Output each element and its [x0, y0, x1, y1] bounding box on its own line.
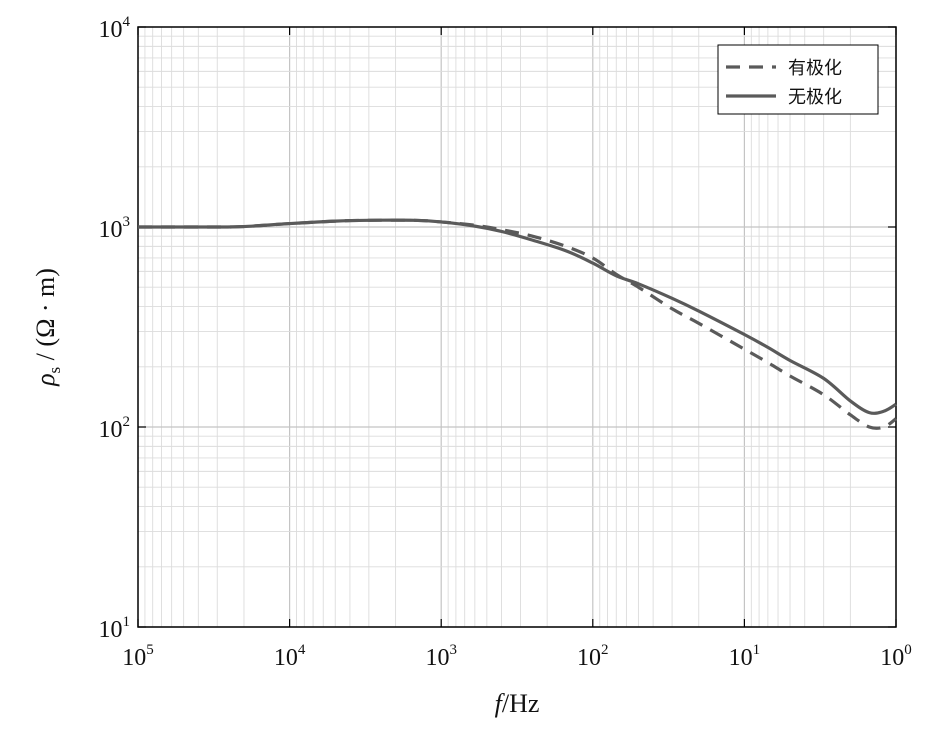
legend-label: 无极化 — [788, 87, 842, 108]
legend-box — [717, 44, 879, 115]
x-tick-label-exponent: 2 — [601, 642, 609, 658]
grid — [138, 27, 897, 628]
legend-label: 有极化 — [788, 58, 842, 79]
y-tick-label: 102 — [99, 414, 131, 443]
y-tick-label: 101 — [99, 614, 131, 643]
series-layer — [137, 218, 897, 430]
x-tick-label-base: 10 — [122, 645, 146, 671]
y-tick-label-exponent: 3 — [123, 214, 131, 230]
x-tick-label-exponent: 4 — [298, 642, 306, 658]
x-tick-label-base: 10 — [577, 645, 601, 671]
y-tick-label: 103 — [99, 214, 131, 243]
y-axis-label-unit: / (Ω · m) — [31, 268, 60, 367]
y-tick-label-base: 10 — [99, 417, 123, 443]
x-axis-label: f/Hz — [495, 689, 540, 718]
plot-frame — [137, 26, 897, 628]
x-tick-label: 103 — [425, 642, 457, 671]
y-axis-label: ρs / (Ω · m) — [31, 268, 64, 387]
y-tick-label-exponent: 4 — [123, 14, 131, 30]
x-tick-label-base: 10 — [880, 645, 904, 671]
x-tick-label: 101 — [729, 642, 761, 671]
x-axis-label-italic: f — [495, 689, 506, 718]
x-tick-label: 104 — [274, 642, 306, 671]
y-tick-label-base: 10 — [99, 617, 123, 643]
x-tick-label-base: 10 — [729, 645, 753, 671]
x-tick-label-base: 10 — [274, 645, 298, 671]
x-tick-label: 105 — [122, 642, 154, 671]
x-tick-label: 102 — [577, 642, 609, 671]
series-line-solid — [137, 218, 897, 415]
x-tick-label-exponent: 1 — [753, 642, 761, 658]
x-tick-label-exponent: 3 — [449, 642, 457, 658]
y-tick-label-exponent: 1 — [123, 614, 131, 630]
x-tick-label-exponent: 5 — [146, 642, 154, 658]
x-axis-label-unit: /Hz — [502, 689, 540, 718]
x-tick-label-base: 10 — [425, 645, 449, 671]
y-tick-label-exponent: 2 — [123, 414, 131, 430]
y-axis-label-subscript: s — [45, 367, 64, 374]
y-axis-label-symbol: ρ — [31, 373, 60, 386]
y-tick-label-base: 10 — [99, 217, 123, 243]
x-tick-label-exponent: 0 — [904, 642, 912, 658]
x-tick-label: 100 — [880, 642, 912, 671]
y-tick-label-base: 10 — [99, 17, 123, 43]
y-tick-label: 104 — [99, 14, 131, 43]
